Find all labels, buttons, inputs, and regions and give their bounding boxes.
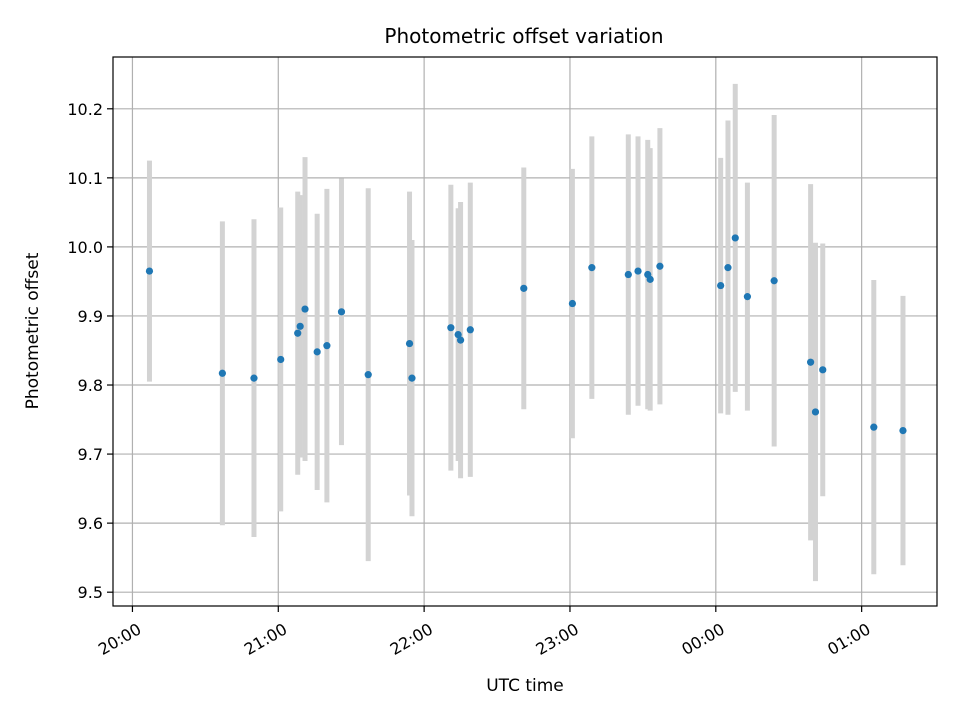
y-tick-label: 9.7 [78,445,103,464]
data-point [250,374,258,382]
data-point [313,348,321,356]
data-point [588,264,596,272]
data-point [364,371,372,379]
data-point [447,324,455,332]
data-point [456,336,465,344]
data-point [301,305,309,313]
y-tick-label: 9.6 [78,514,103,533]
data-point [408,374,416,382]
data-point [717,281,725,290]
data-point [646,275,654,283]
data-point [520,284,528,292]
data-point [323,342,331,350]
data-point [807,358,815,366]
plot-frame [112,56,938,607]
data-point [870,423,878,431]
data-point [743,293,752,301]
data-point [337,308,346,316]
data-point [770,277,778,285]
y-tick-label: 10.1 [67,169,103,188]
chart-title: Photometric offset variation [384,24,663,48]
data-point [145,267,154,275]
data-point [466,326,474,334]
data-point [724,264,732,272]
data-point [454,331,462,339]
y-axis-label: Photometric offset [23,252,43,409]
y-tick-label: 10.2 [67,100,103,119]
data-point [656,262,664,270]
y-tick-label: 9.9 [78,307,103,326]
data-point [294,329,302,337]
data-point [819,366,827,374]
data-point [568,299,576,308]
data-point [624,270,632,279]
data-point [277,355,285,364]
data-point [899,426,907,435]
x-axis-label: UTC time [486,676,564,696]
data-point [634,267,642,275]
data-points [145,234,907,435]
y-tick-label: 10.0 [67,238,103,257]
y-tick-label: 9.8 [78,376,103,395]
data-point [811,408,820,416]
y-tick-label: 9.5 [78,583,103,602]
data-point [405,339,414,348]
data-point [731,234,739,242]
data-point [218,369,226,377]
data-point [296,322,304,330]
